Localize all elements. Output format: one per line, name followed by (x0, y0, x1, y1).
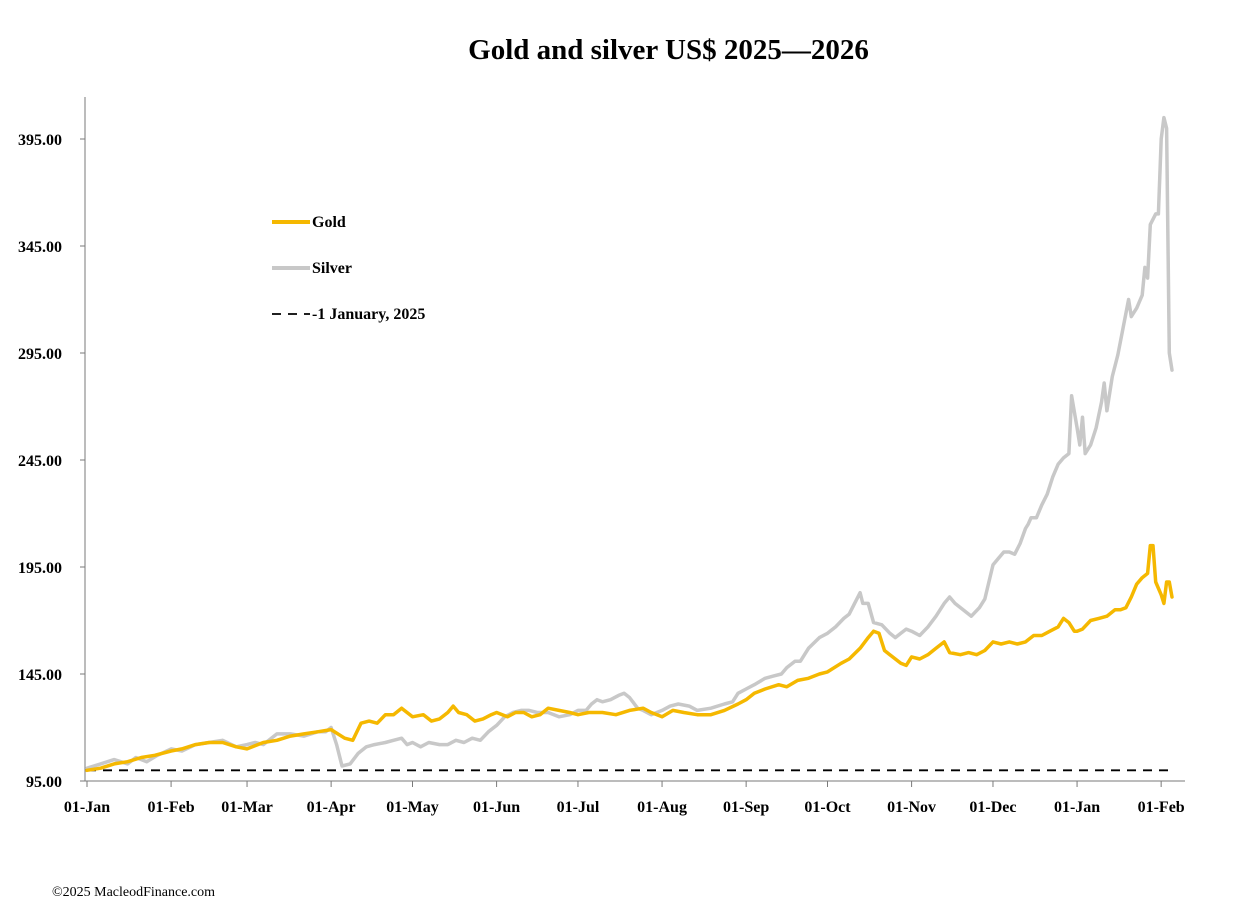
y-tick-label: 195.00 (18, 560, 62, 577)
y-tick-label: 245.00 (18, 453, 62, 470)
y-axis-ticks: 95.00 145.00 195.00 245.00 295.00 345.00 395.0… (18, 132, 85, 791)
axes (84, 97, 1185, 782)
x-tick-label: 01-Jul (557, 799, 600, 816)
y-tick-label: 345.00 (18, 239, 62, 256)
legend-label: -1 January, 2025 (312, 306, 425, 323)
x-tick-label: 01-Dec (969, 799, 1016, 816)
x-tick-label: 01-Jan (64, 799, 110, 816)
x-tick-label: 01-Nov (887, 799, 936, 816)
x-tick-label: 01-May (386, 799, 438, 816)
y-tick-label: 395.00 (18, 132, 62, 149)
legend-label: Gold (312, 214, 346, 231)
x-tick-label: 01-Aug (637, 799, 687, 816)
legend-item-gold: Gold (272, 214, 346, 231)
x-tick-label: 01-Apr (307, 799, 356, 816)
chart-title: Gold and silver US$ 2025—2026 (468, 34, 869, 66)
footer-credit: ©2025 MacleodFinance.com (52, 885, 216, 900)
x-tick-label: 01-Jan (1054, 799, 1100, 816)
y-tick-label: 145.00 (18, 667, 62, 684)
y-tick-label: 295.00 (18, 346, 62, 363)
series-lines (85, 115, 1174, 773)
gold-series-line (85, 543, 1174, 773)
legend: Gold Silver -1 January, 2025 (272, 214, 425, 323)
legend-label: Silver (312, 260, 352, 277)
x-tick-label: 01-Mar (221, 799, 273, 816)
x-tick-label: 01-Jun (473, 799, 520, 816)
silver-series-line (85, 115, 1174, 770)
legend-item-baseline: -1 January, 2025 (272, 306, 425, 323)
x-tick-label: 01-Feb (1138, 799, 1185, 816)
x-tick-label: 01-Feb (148, 799, 195, 816)
x-axis-ticks: 01-Jan 01-Feb 01-Mar 01-Apr 01-May 01-Jun 01-J… (64, 781, 1185, 816)
x-tick-label: 01-Oct (804, 799, 851, 816)
y-tick-label: 95.00 (26, 774, 62, 791)
x-tick-label: 01-Sep (723, 799, 769, 816)
legend-item-silver: Silver (272, 260, 352, 277)
